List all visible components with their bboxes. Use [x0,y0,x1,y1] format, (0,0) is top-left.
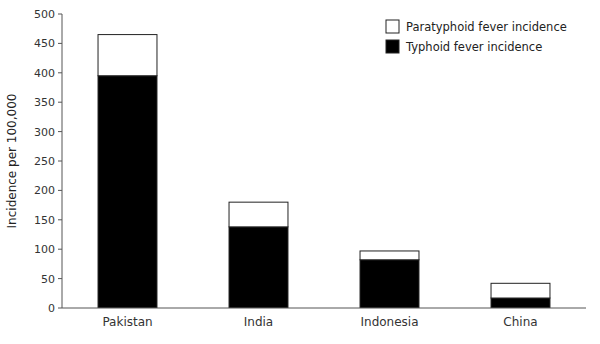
bar-segment [229,202,288,227]
bar-segment [491,298,550,308]
y-tick-label: 400 [34,67,55,80]
x-tick-label: Indonesia [360,315,418,329]
y-axis: 0 50 100 150 200 250 300 350 400 450 500 [34,8,62,315]
y-axis-label: Incidence per 100,000 [5,94,19,229]
legend-label: Typhoid fever incidence [405,40,542,54]
bar-segment [491,283,550,298]
bar-segment [98,76,157,308]
legend: Paratyphoid fever incidence Typhoid fever… [386,20,567,54]
y-tick-label: 200 [34,184,55,197]
y-tick-label: 350 [34,96,55,109]
y-tick [58,190,62,191]
bar-segment [229,227,288,308]
y-tick [58,161,62,162]
x-axis-line [62,308,586,309]
x-tick-label: India [244,315,273,329]
x-tick-label: Pakistan [102,315,152,329]
y-tick-label: 500 [34,8,55,21]
legend-swatch [386,40,399,53]
y-tick-label: 100 [34,243,55,256]
y-tick [58,43,62,44]
x-axis: Pakistan India Indonesia China [62,308,586,329]
y-tick [58,219,62,220]
y-tick [58,14,62,15]
chart: 0 50 100 150 200 250 300 350 400 450 500 Incidence … [0,0,600,344]
legend-label: Paratyphoid fever incidence [406,20,567,34]
bar-segment [360,251,419,260]
x-tick-label: China [503,315,537,329]
y-tick-label: 450 [34,37,55,50]
y-tick [58,308,62,309]
bars [98,35,550,308]
bar-segment [360,260,419,308]
y-tick [58,278,62,279]
y-tick-label: 150 [34,214,55,227]
y-tick-label: 250 [34,155,55,168]
y-tick [58,72,62,73]
y-tick [58,131,62,132]
bar-segment [98,35,157,76]
y-tick-label: 50 [41,273,55,286]
y-tick-label: 0 [48,302,55,315]
y-tick [58,249,62,250]
y-tick-label: 300 [34,126,55,139]
chart-container: 0 50 100 150 200 250 300 350 400 450 500 Incidence … [0,0,600,344]
y-tick [58,102,62,103]
legend-swatch [386,20,399,33]
